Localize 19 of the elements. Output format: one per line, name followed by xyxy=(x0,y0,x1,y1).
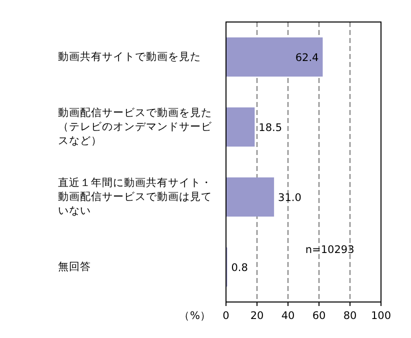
x-axis-title: （%） xyxy=(179,310,211,322)
bar xyxy=(226,177,274,217)
y-tick-label: 動画配信サービスで動画を見た（テレビのオンデマンドサービスなど） xyxy=(58,106,213,148)
x-tick-label: 60 xyxy=(312,310,326,322)
y-tick-label: 無回答 xyxy=(58,260,92,274)
x-tick-label: 40 xyxy=(281,310,295,322)
data-label: 18.5 xyxy=(258,122,282,134)
x-tick-label: 0 xyxy=(222,310,230,322)
bar xyxy=(226,107,255,147)
x-tick-label: 100 xyxy=(370,310,392,322)
x-tick-label: 20 xyxy=(250,310,264,322)
bar xyxy=(226,37,323,77)
y-tick-label: 直近１年間に動画共有サイト・動画配信サービスで動画は見ていない xyxy=(58,176,213,218)
x-tick-label: 80 xyxy=(343,310,357,322)
y-tick-label: 動画共有サイトで動画を見た xyxy=(58,50,202,64)
data-label: 0.8 xyxy=(231,262,248,274)
annotation: n=10293 xyxy=(305,244,354,256)
data-label: 31.0 xyxy=(278,192,302,204)
data-label: 62.4 xyxy=(295,52,320,64)
